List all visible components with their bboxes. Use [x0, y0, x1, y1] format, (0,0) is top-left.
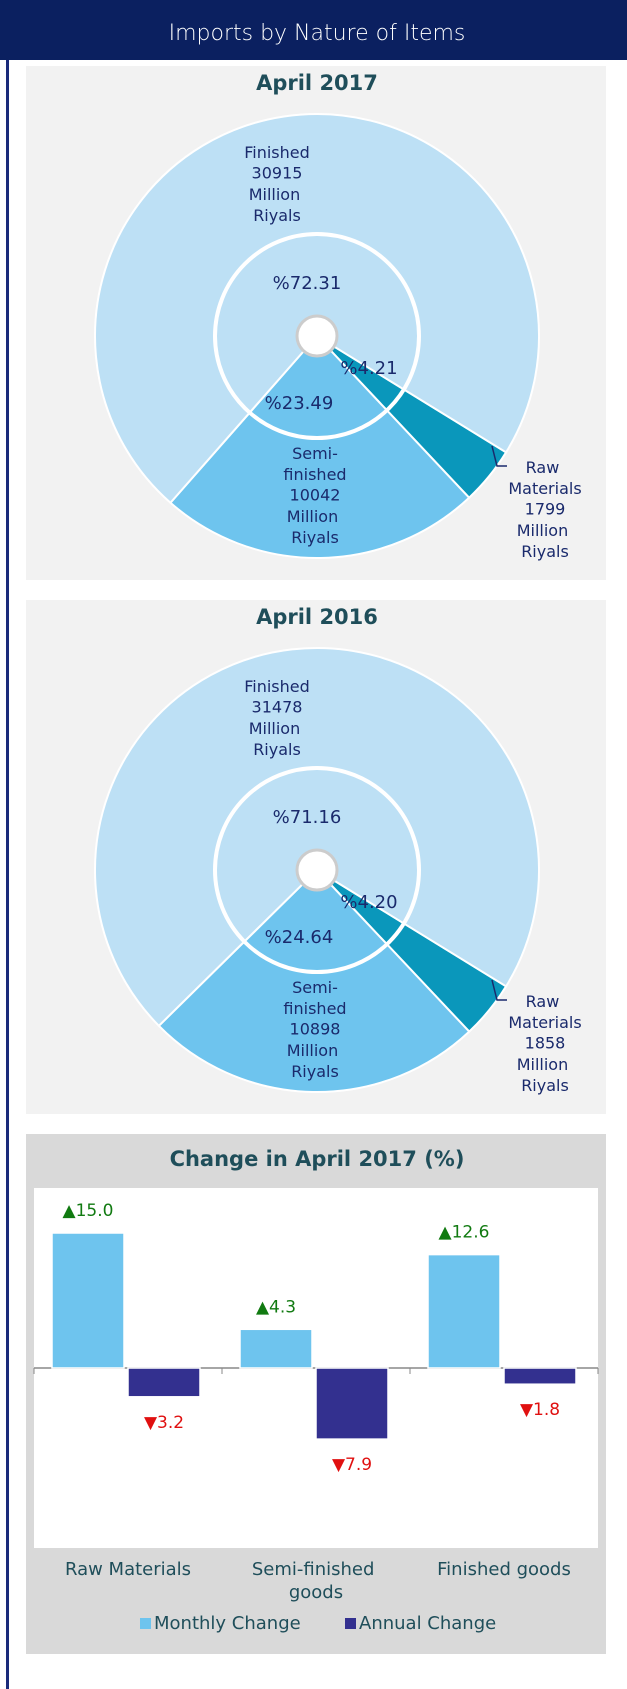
slice-percent: %71.16: [273, 807, 342, 828]
data-label: ▼7.9: [332, 1455, 372, 1475]
slice-amount: 10898: [290, 1020, 341, 1039]
inner-ring: [213, 766, 421, 974]
slice-percent: %24.64: [265, 927, 334, 948]
inner-ring: [213, 232, 421, 440]
bar: [51, 1232, 125, 1369]
chart-title: April 2016: [256, 605, 378, 629]
slice-amount: 1858: [525, 1034, 566, 1053]
bar: [239, 1328, 313, 1369]
legend-swatch: [140, 1618, 151, 1629]
pie-slice: [169, 334, 471, 559]
leader-line: [491, 979, 507, 1001]
slice-name: Finished: [244, 143, 310, 162]
x-tick-label: Raw Materials: [65, 1559, 191, 1580]
legend-swatch: [345, 1618, 356, 1629]
slice-amount: 1799: [525, 500, 566, 519]
bar: [427, 1253, 501, 1369]
left-border: [6, 60, 9, 1689]
pie-slice: [94, 646, 540, 1028]
slice-amount: 30915: [252, 164, 303, 183]
slice-name: Semi-finished: [283, 444, 346, 484]
slice-unit: Million Riyals: [517, 521, 574, 561]
slice-name: Raw Materials: [508, 458, 581, 498]
slice-unit: Million Riyals: [287, 1041, 344, 1081]
data-label: ▼3.2: [144, 1413, 184, 1433]
slice-amount: 31478: [252, 698, 303, 717]
center-hole: [295, 314, 339, 358]
slice-percent: %72.31: [273, 273, 342, 294]
slice-percent: %23.49: [265, 393, 334, 414]
bar: [503, 1367, 577, 1385]
slice-unit: Million Riyals: [517, 1055, 574, 1095]
header-bar: [0, 0, 627, 60]
slice-unit: Million Riyals: [249, 185, 306, 225]
x-tick-label: Finished goods: [437, 1559, 571, 1580]
data-label: ▲4.3: [256, 1297, 296, 1317]
slice-unit: Million Riyals: [249, 719, 306, 759]
bar: [315, 1367, 389, 1440]
bar: [127, 1367, 201, 1398]
slice-name: Semi-finished: [283, 978, 346, 1018]
legend-label: Annual Change: [359, 1613, 496, 1634]
data-label: ▼1.8: [520, 1400, 560, 1420]
center-hole: [295, 848, 339, 892]
slice-name: Finished: [244, 677, 310, 696]
pie-slice: [157, 868, 471, 1093]
legend-label: Monthly Change: [154, 1613, 301, 1634]
page-title: Imports by Nature of Items: [169, 21, 466, 46]
slice-percent: %4.20: [340, 892, 397, 913]
leader-line: [491, 445, 507, 467]
slice-percent: %4.21: [340, 358, 397, 379]
pie-slice: [94, 113, 540, 505]
x-tick-label: Semi-finished goods: [252, 1559, 380, 1603]
chart-title: Change in April 2017 (%): [170, 1147, 465, 1171]
data-label: ▲15.0: [63, 1201, 114, 1221]
chart-title: April 2017: [256, 71, 378, 95]
slice-amount: 10042: [290, 486, 341, 505]
slice-name: Raw Materials: [508, 992, 581, 1032]
data-label: ▲12.6: [439, 1223, 490, 1243]
slice-unit: Million Riyals: [287, 507, 344, 547]
